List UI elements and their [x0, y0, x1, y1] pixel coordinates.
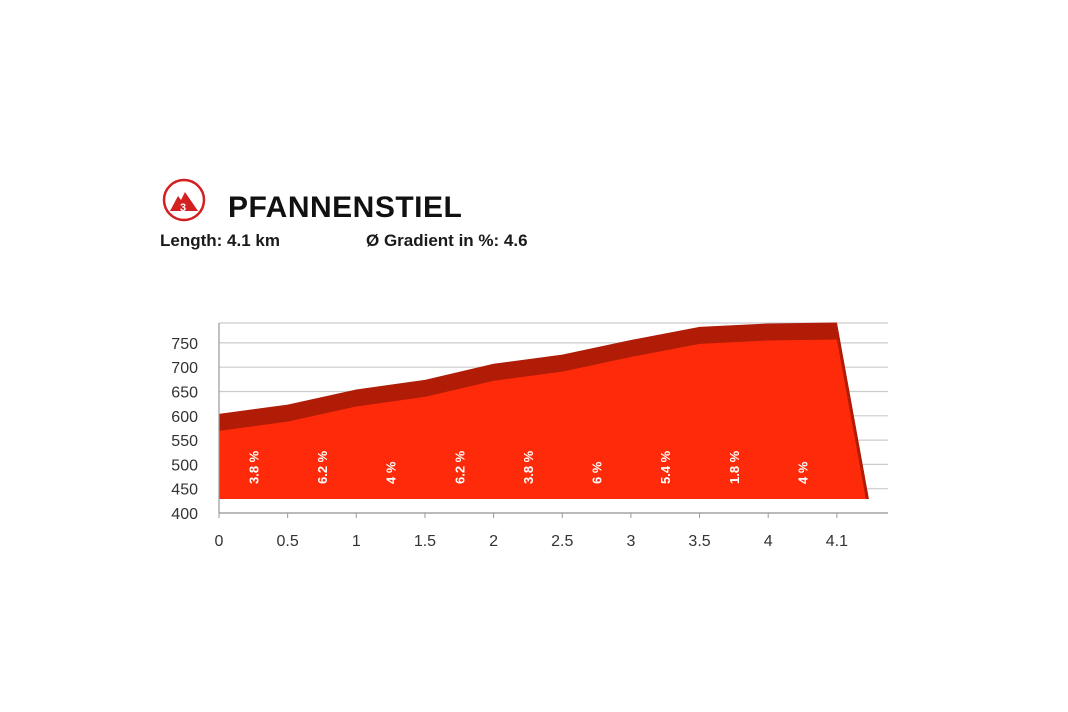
gradient-label: 4 %: [796, 461, 811, 484]
y-tick-label: 450: [171, 482, 198, 499]
gradient-label: 5.4 %: [658, 450, 673, 484]
gradient-label: 1.8 %: [727, 450, 742, 484]
gradient-label: 4 %: [384, 461, 399, 484]
gradient-label: 3.8 %: [521, 450, 536, 484]
x-tick-label: 4.1: [826, 533, 848, 550]
climb-average-gradient: Ø Gradient in %: 4.6: [366, 231, 528, 250]
x-tick-label: 3: [626, 533, 635, 550]
gradient-label: 6 %: [590, 461, 605, 484]
y-tick-label: 700: [171, 360, 198, 377]
climb-length: Length: 4.1 km: [160, 231, 280, 250]
profile-area: [219, 322, 869, 499]
x-tick-label: 2.5: [551, 533, 573, 550]
y-tick-label: 650: [171, 385, 198, 402]
y-tick-label: 400: [171, 506, 198, 523]
gradient-label: 6.2 %: [452, 450, 467, 484]
x-tick-label: 2: [489, 533, 498, 550]
x-tick-label: 4: [764, 533, 773, 550]
gradient-label: 3.8 %: [246, 450, 261, 484]
x-tick-label: 3.5: [688, 533, 710, 550]
climb-name: PFANNENSTIEL: [228, 191, 463, 224]
y-tick-label: 600: [171, 409, 198, 426]
x-tick-label: 1: [352, 533, 361, 550]
gradient-labels: 3.8 % 6.2 % 4 % 6.2 % 3.8 % 6 % 5.4 % 1.8 % 4 %: [246, 450, 810, 484]
mountain-category-icon: 3: [162, 178, 206, 222]
x-tick-label: 0: [215, 533, 224, 550]
profile-area-fill: [219, 339, 866, 499]
y-tick-label: 500: [171, 457, 198, 474]
gradient-label: 6.2 %: [315, 450, 330, 484]
category-number: 3: [180, 202, 186, 214]
axes: 400 450 500 550 600 650 700 750 0 0.5 1 1.5 2 2.5 3 3.5…: [171, 323, 888, 550]
y-tick-label: 550: [171, 433, 198, 450]
climb-header: 3 PFANNENSTIEL Length: 4.1 km Ø Gradient…: [160, 176, 720, 256]
x-tick-label: 1.5: [414, 533, 436, 550]
y-tick-label: 750: [171, 336, 198, 353]
x-tick-label: 0.5: [277, 533, 299, 550]
